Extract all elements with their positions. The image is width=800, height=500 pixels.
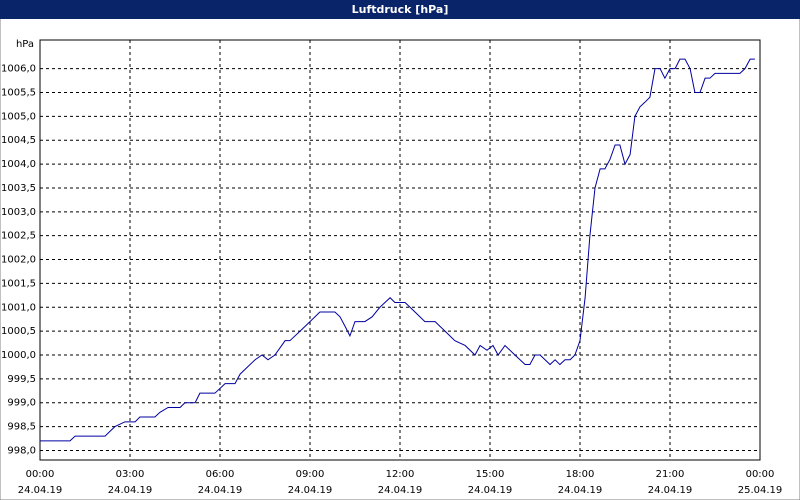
y-tick-label: 1005,0 xyxy=(1,111,36,122)
y-tick-label: 999,5 xyxy=(7,374,36,385)
x-tick-date: 24.04.19 xyxy=(468,485,513,496)
x-tick-label: 03:00 xyxy=(116,469,145,480)
y-tick-label: 1004,0 xyxy=(1,159,36,170)
y-tick-label: 1000,0 xyxy=(1,350,36,361)
title-bar xyxy=(0,0,800,19)
chart-title: Luftdruck [hPa] xyxy=(352,3,449,16)
x-tick-date: 24.04.19 xyxy=(108,485,153,496)
y-unit: hPa xyxy=(16,39,34,50)
y-tick-label: 1006,0 xyxy=(1,64,36,75)
x-tick-date: 24.04.19 xyxy=(288,485,333,496)
x-tick-date: 24.04.19 xyxy=(18,485,63,496)
x-tick-label: 09:00 xyxy=(296,469,325,480)
x-tick-label: 18:00 xyxy=(566,469,595,480)
x-tick-label: 21:00 xyxy=(656,469,685,480)
x-tick-label: 00:00 xyxy=(746,469,775,480)
y-tick-label: 1004,5 xyxy=(1,135,36,146)
x-tick-label: 00:00 xyxy=(26,469,55,480)
plot-border xyxy=(39,39,761,461)
y-tick-label: 1002,5 xyxy=(1,231,36,242)
y-tick-label: 1005,5 xyxy=(1,88,36,99)
x-tick-label: 15:00 xyxy=(476,469,505,480)
y-tick-label: 1001,5 xyxy=(1,278,36,289)
x-tick-label: 06:00 xyxy=(206,469,235,480)
x-tick-label: 12:00 xyxy=(386,469,415,480)
y-tick-label: 998,0 xyxy=(7,445,36,456)
x-tick-date: 24.04.19 xyxy=(198,485,243,496)
data-line xyxy=(40,58,755,442)
y-tick-label: 1001,0 xyxy=(1,302,36,313)
y-tick-label: 1003,0 xyxy=(1,207,36,218)
x-tick-date: 24.04.19 xyxy=(648,485,693,496)
x-tick-date: 24.04.19 xyxy=(558,485,603,496)
y-tick-label: 1002,0 xyxy=(1,255,36,266)
y-tick-label: 999,0 xyxy=(7,398,36,409)
x-tick-date: 24.04.19 xyxy=(378,485,423,496)
y-tick-label: 1000,5 xyxy=(1,326,36,337)
y-tick-label: 1003,5 xyxy=(1,183,36,194)
y-tick-label: 998,5 xyxy=(7,422,36,433)
x-tick-date: 25.04.19 xyxy=(738,485,783,496)
